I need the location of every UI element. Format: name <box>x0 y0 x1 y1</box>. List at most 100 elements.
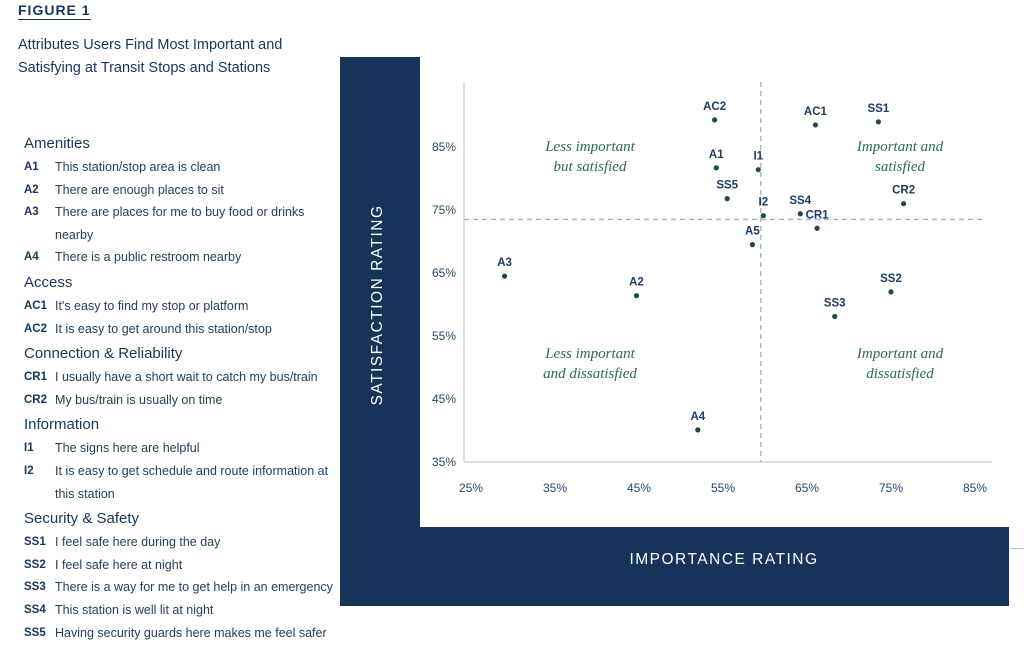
point-label: SS5 <box>716 180 738 192</box>
data-point <box>832 313 838 320</box>
legend-text: There are places for me to buy food or d… <box>55 205 305 242</box>
legend-code: SS3 <box>24 581 46 594</box>
legend-text: I feel safe here at night <box>55 557 183 572</box>
legend-code: A2 <box>24 183 39 196</box>
x-tick-label: 45% <box>627 481 651 495</box>
point-label: CR1 <box>806 209 830 221</box>
legend-text: There are enough places to sit <box>55 182 224 197</box>
legend-item: A2 There are enough places to sit <box>24 179 339 202</box>
point-label: CR2 <box>892 185 915 197</box>
legend-item: I2 It is easy to get schedule and route i… <box>24 460 339 505</box>
legend-text: This station is well lit at night <box>55 602 214 617</box>
legend-code: SS4 <box>24 603 46 616</box>
legend-heading: Information <box>24 416 100 434</box>
quadrant-label: dissatisfied <box>866 366 934 382</box>
x-tick-label: 75% <box>879 481 903 495</box>
data-point <box>633 293 640 299</box>
legend-item: SS3 There is a way for me to get help in … <box>24 576 339 599</box>
data-point <box>724 196 730 202</box>
legend-item: AC1 It's easy to find my stop or platform <box>24 295 339 318</box>
data-point <box>812 122 819 128</box>
data-point <box>749 242 756 248</box>
point-label: I2 <box>759 197 769 209</box>
quadrant-label: but satisfied <box>554 159 627 175</box>
legend-heading: Security & Safety <box>24 510 140 528</box>
legend-item: A3 There are places for me to buy food or… <box>24 201 339 246</box>
legend-code: SS2 <box>24 558 46 571</box>
legend-text: This station/stop area is clean <box>55 160 221 174</box>
legend-code: SS5 <box>24 626 46 639</box>
y-tick-label: 65% <box>432 266 456 280</box>
data-point <box>888 289 894 295</box>
point-label: SS3 <box>824 297 846 309</box>
point-label: A1 <box>709 149 724 161</box>
legend-text: There is a public restroom nearby <box>55 250 242 265</box>
legend-text: I feel safe here during the day <box>55 535 221 550</box>
quadrant-label: Less important <box>544 346 635 362</box>
figure-title: Attributes Users Find Most Important and… <box>18 37 283 76</box>
point-label: SS2 <box>880 273 902 285</box>
point-label: AC2 <box>703 101 726 113</box>
legend-item: SS5 Having security guards here makes me … <box>24 622 339 645</box>
legend-item: CR2 My bus/train is usually on time <box>24 389 339 412</box>
data-point <box>901 201 907 207</box>
legend-item: SS4 This station is well lit at night <box>24 599 339 622</box>
data-point <box>797 211 803 217</box>
legend-text: It is easy to get schedule and route inf… <box>55 463 329 501</box>
x-tick-label: 55% <box>711 481 735 495</box>
legend-code: AC1 <box>24 299 48 312</box>
y-tick-label: 85% <box>432 140 456 154</box>
legend-code: A3 <box>24 206 39 219</box>
legend-item: I1 The signs here are helpful <box>24 437 339 460</box>
legend-code: A4 <box>24 251 39 264</box>
legend-heading: Access <box>24 273 73 291</box>
quadrant-label: and dissatisfied <box>543 366 637 382</box>
y-tick-label: 45% <box>432 392 456 406</box>
legend-text: The signs here are helpful <box>55 441 200 456</box>
plot-panel <box>420 57 1009 527</box>
legend-group: Access AC1 It's easy to find my stop or pl… <box>24 272 339 340</box>
legend-text: It's easy to find my stop or platform <box>55 298 249 313</box>
data-point <box>875 119 882 125</box>
legend-item: A1 This station/stop area is clean <box>24 156 339 179</box>
x-tick-label: 35% <box>543 481 567 495</box>
legend-code: A1 <box>24 161 39 173</box>
point-label: A3 <box>497 257 512 269</box>
x-tick-label: 65% <box>795 481 819 495</box>
data-point <box>712 117 718 123</box>
legend-text: My bus/train is usually on time <box>55 392 223 407</box>
y-tick-label: 75% <box>432 203 456 217</box>
legend-text: It is easy to get around this station/st… <box>55 321 272 336</box>
quadrant-label: Important and <box>856 139 944 155</box>
legend-code: SS1 <box>24 536 46 549</box>
data-point <box>695 427 701 433</box>
data-point <box>755 167 761 173</box>
figure-label: FIGURE 1 <box>18 2 91 20</box>
legend-code: AC2 <box>24 322 48 335</box>
legend-item: SS1 I feel safe here during the day <box>24 531 339 554</box>
legend-group: Amenities A1 This station/stop area is cle… <box>24 133 339 269</box>
quadrant-label: Important and <box>856 346 944 362</box>
legend-text: There is a way for me to get help in an … <box>55 580 333 595</box>
legend-group: Security & Safety SS1 I feel safe here dur… <box>24 508 339 644</box>
y-tick-label: 55% <box>432 329 456 343</box>
x-tick-label: 85% <box>963 481 987 495</box>
legend-group: Connection & Reliability CR1 I usually hav… <box>24 343 339 411</box>
point-label: I1 <box>753 151 763 163</box>
legend-item: SS2 I feel safe here at night <box>24 554 339 577</box>
legend-item: AC2 It is easy to get around this station… <box>24 318 339 341</box>
data-point <box>502 273 508 279</box>
legend-code: I1 <box>24 442 34 455</box>
point-label: A4 <box>690 411 705 423</box>
legend-heading: Amenities <box>24 135 90 152</box>
divider-line <box>1010 548 1024 549</box>
legend-text: Having security guards here makes me fee… <box>55 625 327 640</box>
point-label: SS1 <box>868 103 890 115</box>
point-label: AC1 <box>804 106 828 118</box>
legend-code: CR1 <box>24 371 48 384</box>
legend-text: I usually have a short wait to catch my … <box>55 370 318 385</box>
point-label: A5 <box>745 226 760 238</box>
legend-group: Information I1 The signs here are helpful I… <box>24 414 339 505</box>
legend-heading: Connection & Reliability <box>24 345 183 363</box>
